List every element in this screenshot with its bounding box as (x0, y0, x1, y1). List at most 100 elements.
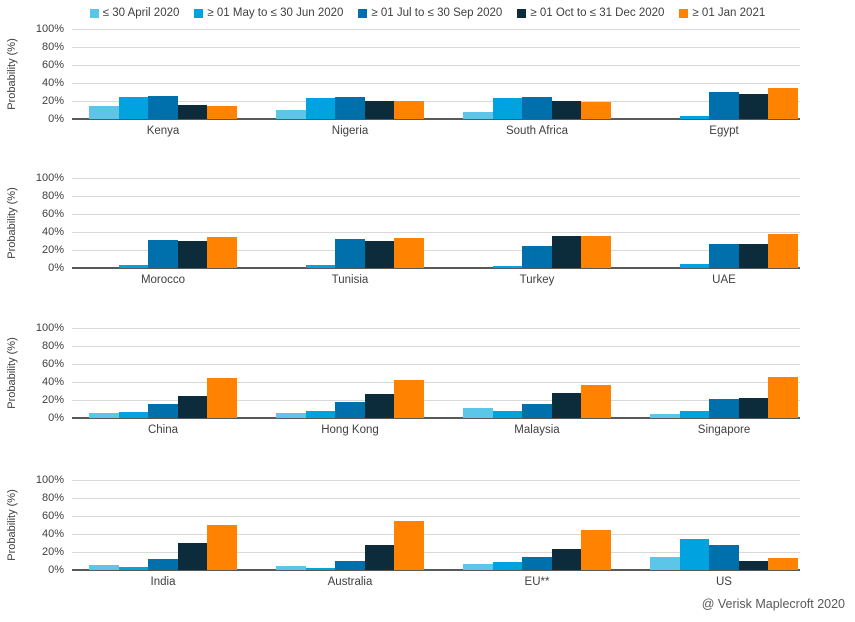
bar (335, 97, 365, 119)
bar (335, 561, 365, 570)
legend-swatch-icon (194, 8, 204, 18)
y-tick-label: 40% (41, 226, 64, 238)
y-axis-ticks: 100% 80% 60% 40% 20% 0% (28, 475, 68, 576)
bar (118, 567, 149, 570)
gridline (72, 364, 800, 365)
bar (709, 243, 739, 268)
bar (581, 235, 611, 268)
y-axis-title: Probability (%) (6, 187, 18, 259)
y-tick-label: 0% (48, 412, 64, 424)
gridline (72, 47, 800, 48)
bar (492, 561, 523, 570)
bar (394, 521, 424, 570)
x-tick-label: Egypt (709, 125, 739, 137)
bar (768, 87, 798, 119)
x-axis-line (72, 417, 800, 419)
legend-label: ≤ 30 April 2020 (102, 7, 180, 19)
bar-group-eu- (463, 480, 611, 570)
gridline (72, 552, 800, 553)
x-tick-label: South Africa (505, 125, 568, 137)
bar (148, 559, 178, 570)
bar (768, 558, 798, 570)
x-tick-label: EU** (524, 576, 550, 588)
x-tick-label: Morocco (140, 274, 186, 286)
x-axis-labels: China Hong Kong Malaysia Singapore (72, 424, 800, 440)
gridline (72, 29, 800, 30)
y-tick-label: 20% (41, 95, 64, 107)
bar (305, 265, 336, 268)
bar (463, 563, 493, 570)
gridline (72, 232, 800, 233)
bar (709, 399, 739, 418)
bar (581, 101, 611, 119)
gridline (72, 101, 800, 102)
bar (709, 544, 739, 570)
y-tick-label: 0% (48, 564, 64, 576)
y-tick-label: 100% (35, 474, 64, 486)
bar (650, 413, 680, 418)
bar (207, 237, 237, 268)
legend-item-0: ≤ 30 April 2020 (89, 7, 180, 19)
bar (335, 239, 365, 268)
bar (463, 408, 493, 418)
x-tick-label: Kenya (146, 125, 180, 137)
bar-group-australia (276, 480, 424, 570)
y-tick-label: 20% (41, 394, 64, 406)
bar (522, 557, 552, 570)
bar (364, 544, 395, 570)
bar (738, 398, 769, 418)
x-axis-labels: Kenya Nigeria South Africa Egypt (72, 125, 800, 141)
bar (581, 529, 611, 570)
bar (364, 101, 395, 119)
y-tick-label: 80% (41, 340, 64, 352)
y-tick-label: 40% (41, 528, 64, 540)
bar (118, 265, 149, 268)
bar (148, 240, 178, 268)
y-tick-label: 80% (41, 190, 64, 202)
bar (207, 525, 237, 570)
legend-item-4: ≥ 01 Jan 2021 (679, 7, 765, 19)
legend-label: ≥ 01 Jul to ≤ 30 Sep 2020 (371, 7, 503, 19)
bar (581, 384, 611, 418)
bar (394, 101, 424, 119)
gridline (72, 328, 800, 329)
gridline (72, 178, 800, 179)
bar (394, 238, 424, 268)
gridline (72, 214, 800, 215)
y-axis-ticks: 100% 80% 60% 40% 20% 0% (28, 323, 68, 424)
bar (305, 410, 336, 418)
bar-group-nigeria (276, 29, 424, 119)
bar (148, 403, 178, 418)
bar (276, 412, 306, 418)
y-tick-label: 80% (41, 41, 64, 53)
x-tick-label: Turkey (519, 274, 555, 286)
bar (89, 564, 119, 570)
y-tick-label: 60% (41, 208, 64, 220)
gridline (72, 516, 800, 517)
chart-row-other: Probability (%) 100% 80% 60% 40% 20% 0% India Au… (0, 475, 855, 620)
bar (551, 392, 582, 418)
x-axis-line (72, 569, 800, 571)
legend-item-3: ≥ 01 Oct to ≤ 31 Dec 2020 (517, 7, 664, 19)
bar (768, 233, 798, 268)
bar (305, 98, 336, 119)
bar (276, 565, 306, 570)
y-tick-label: 60% (41, 510, 64, 522)
bar-group-morocco (89, 178, 237, 268)
bar (335, 401, 365, 418)
x-tick-label: Australia (327, 576, 373, 588)
y-tick-label: 60% (41, 59, 64, 71)
chart-legend: ≤ 30 April 2020 ≥ 01 May to ≤ 30 Jun 2020… (0, 7, 855, 19)
bar (492, 98, 523, 119)
x-tick-label: Hong Kong (321, 424, 379, 436)
attribution-text: @ Verisk Maplecroft 2020 (701, 597, 845, 611)
plot-area (72, 178, 800, 269)
x-tick-label: Nigeria (331, 125, 369, 137)
x-tick-label: Malaysia (514, 424, 560, 436)
plot-area (72, 328, 800, 419)
bar (89, 412, 119, 418)
bar-group-singapore (650, 328, 798, 418)
x-tick-label: Tunisia (331, 274, 369, 286)
x-tick-label: UAE (712, 274, 736, 286)
chart-row-mena: Probability (%) 100% 80% 60% 40% 20% 0% Morocco… (0, 173, 855, 318)
